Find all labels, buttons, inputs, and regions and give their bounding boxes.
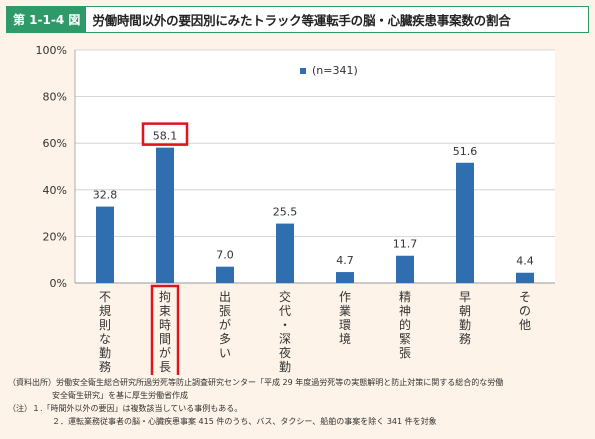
figure-number: 第 1-1-4 図 [7, 7, 87, 32]
category-label: 拘束時間が長い [159, 290, 171, 375]
bar [336, 272, 354, 283]
bar [396, 255, 414, 283]
data-label: 7.0 [216, 249, 234, 262]
y-tick-label: 40% [43, 184, 67, 197]
bar [216, 266, 234, 283]
figure-header: 第 1-1-4 図 労働時間以外の要因別にみたトラック等運転手の脳・心臓疾患事案… [6, 6, 589, 33]
note-2: ２．運転業務従事者の脳・心臓疾患事案 415 件のうち、バス、タクシー、船舶の事… [52, 417, 437, 426]
bar [516, 272, 534, 283]
y-tick-label: 60% [43, 137, 67, 150]
data-label: 51.6 [453, 145, 478, 158]
data-label: 4.4 [516, 255, 534, 268]
source-note: （資料出所）労働安全衛生総合研究所過労死等防止調査研究センター「平成 29 年度… [8, 378, 504, 387]
plot-background [75, 50, 555, 283]
figure-title: 労働時間以外の要因別にみたトラック等運転手の脳・心臓疾患事案数の割合 [92, 13, 511, 28]
note-1: （注）１.「時間外以外の要因」は複数該当している事例もある。 [8, 404, 243, 413]
legend-swatch [300, 68, 306, 74]
data-label: 25.5 [273, 206, 298, 219]
data-label: 11.7 [393, 238, 418, 251]
bar [96, 206, 114, 283]
figure-notes: （資料出所）労働安全衛生総合研究所過労死等防止調査研究センター「平成 29 年度… [8, 376, 590, 428]
y-tick-label: 80% [43, 91, 67, 104]
source-note-continued: 安全衛生研究」を基に厚生労働省作成 [52, 391, 188, 400]
bar [456, 162, 474, 283]
data-label: 32.8 [93, 189, 118, 202]
category-label: 精神的緊張 [399, 290, 411, 360]
category-label: 早朝勤務 [459, 290, 471, 346]
category-label: 不規則な勤務 [99, 290, 111, 374]
chart-area: 0% 20% 40% 60% 80% 100% 32.8 不規則な勤務 58.1 拘束時間が長い 7… [0, 40, 595, 393]
data-label-highlight-box [141, 122, 189, 146]
y-tick-label: 0% [50, 277, 67, 290]
data-label: 58.1 [153, 130, 178, 143]
category-label: その他 [519, 290, 531, 332]
category-label: 作業環境 [339, 290, 351, 346]
bar [156, 147, 174, 283]
bar-chart: 0% 20% 40% 60% 80% 100% 32.8 不規則な勤務 58.1 拘束時間が長い 7… [36, 44, 555, 393]
y-tick-label: 100% [36, 44, 67, 57]
category-label: 出張が多い [219, 290, 231, 360]
category-label: 交代・深夜勤務 [279, 289, 291, 375]
data-label: 4.7 [336, 254, 354, 267]
bar [276, 223, 294, 283]
y-tick-label: 20% [43, 230, 67, 243]
legend-label: (n=341) [312, 64, 358, 77]
